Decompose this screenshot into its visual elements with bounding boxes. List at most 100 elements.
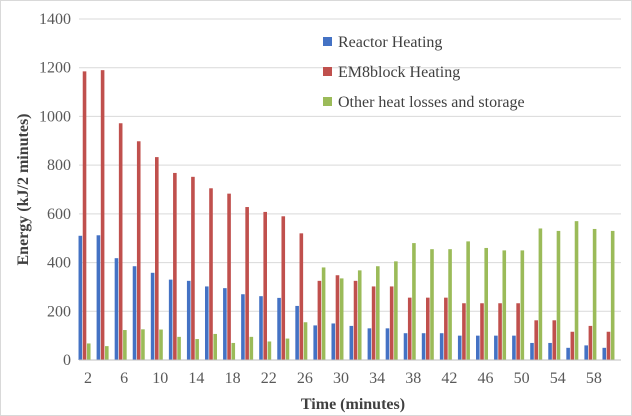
legend-label-reactor-heating: Reactor Heating [338,34,442,51]
bar-reactor-heating-54 [548,342,552,360]
y-tick-label: 200 [47,303,71,320]
bar-reactor-heating-14 [186,280,191,360]
y-tick-label: 600 [47,206,71,223]
bar-other-heat-losses-and-storage-42 [448,249,452,360]
bar-other-heat-losses-and-storage-48 [502,250,507,360]
bar-other-heat-losses-and-storage-24 [285,338,290,360]
bar-em8block-heating-36 [389,286,394,360]
bar-other-heat-losses-and-storage-4 [105,346,109,360]
gridlines [79,18,621,312]
bar-reactor-heating-30 [331,323,336,360]
x-tick-label: 38 [405,370,421,387]
bar-other-heat-losses-and-storage-52 [538,228,543,360]
bar-reactor-heating-8 [132,266,137,360]
bar-em8block-heating-56 [570,331,575,360]
x-tick-label: 14 [188,370,204,387]
bar-em8block-heating-34 [371,286,376,360]
bar-em8block-heating-50 [516,303,520,360]
bar-em8block-heating-32 [353,280,358,360]
bar-em8block-heating-16 [209,188,213,360]
bar-reactor-heating-58 [584,345,588,360]
bar-other-heat-losses-and-storage-50 [520,250,525,360]
x-tick-label: 46 [478,370,494,387]
bar-em8block-heating-52 [534,320,538,360]
bar-other-heat-losses-and-storage-2 [86,343,91,360]
bar-reactor-heating-46 [476,335,480,360]
bar-em8block-heating-46 [480,303,484,360]
legend-label-other-heat-losses: Other heat losses and storage [338,94,525,111]
bar-reactor-heating-52 [530,342,534,360]
bar-em8block-heating-18 [227,193,231,360]
y-tick-label: 1200 [39,60,71,77]
x-tick-labels: 2 6 10 14 18 22 26 30 34 38 42 46 50 54 58 [84,370,602,387]
y-tick-label: 1400 [39,11,71,28]
bar-other-heat-losses-and-storage-56 [574,221,579,360]
legend: Reactor Heating EM8block Heating Other h… [323,34,525,111]
bar-em8block-heating-6 [118,123,123,360]
x-tick-label: 58 [586,370,602,387]
bar-reactor-heating-36 [385,328,390,360]
y-tick-label: 1000 [39,108,71,125]
x-tick-label: 42 [441,370,457,387]
bar-reactor-heating-48 [494,335,498,360]
bar-reactor-heating-24 [277,297,281,360]
bar-em8block-heating-30 [335,275,340,360]
bar-reactor-heating-20 [241,294,245,360]
bar-em8block-heating-20 [245,207,249,360]
x-tick-label: 26 [297,370,313,387]
bar-other-heat-losses-and-storage-8 [141,329,145,360]
bar-other-heat-losses-and-storage-58 [592,228,597,360]
legend-label-em8block-heating: EM8block Heating [338,64,460,81]
x-tick-label: 34 [369,370,385,387]
bar-other-heat-losses-and-storage-10 [159,329,163,360]
bar-other-heat-losses-and-storage-16 [213,333,217,360]
bar-other-heat-losses-and-storage-30 [339,278,344,360]
bar-other-heat-losses-and-storage-26 [303,322,308,360]
bar-other-heat-losses-and-storage-34 [376,266,380,360]
bar-reactor-heating-16 [205,286,209,360]
bar-reactor-heating-44 [457,335,462,360]
x-tick-label: 50 [514,370,530,387]
y-axis-title: Energy (kJ/2 minutes) [15,114,32,266]
x-tick-label: 18 [225,370,241,387]
bar-other-heat-losses-and-storage-12 [177,336,181,360]
bar-other-heat-losses-and-storage-32 [357,270,362,360]
bar-em8block-heating-60 [606,331,611,360]
bar-reactor-heating-60 [602,347,607,360]
bar-reactor-heating-6 [114,258,119,360]
bar-other-heat-losses-and-storage-22 [267,341,272,360]
bar-other-heat-losses-and-storage-60 [610,230,615,360]
bar-other-heat-losses-and-storage-40 [430,249,434,360]
x-axis-title: Time (minutes) [301,396,405,413]
bar-em8block-heating-44 [462,303,466,360]
x-tick-label: 30 [333,370,349,387]
bars [78,70,615,361]
x-tick-label: 6 [120,370,128,387]
y-tick-label: 800 [47,157,71,174]
bar-other-heat-losses-and-storage-14 [195,339,199,360]
bar-em8block-heating-48 [498,303,502,360]
bar-reactor-heating-12 [168,279,173,360]
bar-other-heat-losses-and-storage-54 [556,230,561,360]
bar-reactor-heating-50 [512,335,516,360]
y-tick-labels: 0 200 400 600 800 1000 1200 1400 [39,11,71,369]
x-tick-label: 54 [550,370,566,387]
bar-reactor-heating-28 [313,325,317,360]
bar-em8block-heating-26 [299,233,304,360]
bar-em8block-heating-38 [407,297,412,360]
bar-em8block-heating-22 [263,211,267,360]
bar-reactor-heating-10 [150,272,155,360]
bar-em8block-heating-24 [281,216,286,360]
bar-reactor-heating-2 [78,235,83,360]
bar-em8block-heating-2 [82,71,87,361]
bar-em8block-heating-4 [100,70,105,361]
bar-other-heat-losses-and-storage-44 [466,241,470,360]
bar-other-heat-losses-and-storage-6 [123,330,127,360]
bar-other-heat-losses-and-storage-36 [394,261,398,360]
bar-reactor-heating-38 [403,333,408,360]
bar-reactor-heating-26 [295,305,299,360]
y-tick-label: 0 [63,352,71,369]
bar-other-heat-losses-and-storage-46 [484,247,488,360]
